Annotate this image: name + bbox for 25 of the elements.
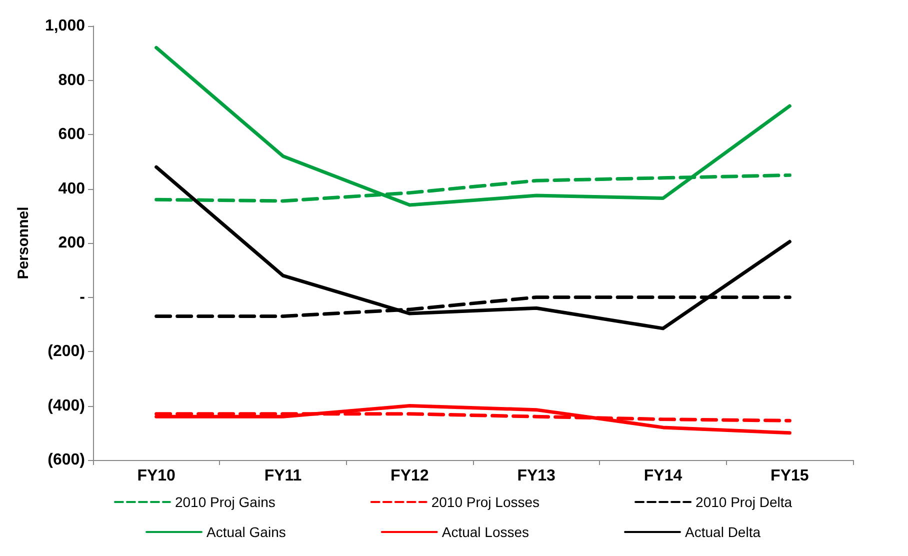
- y-axis-title: Personnel: [15, 206, 32, 280]
- y-tick-label: (600): [48, 452, 85, 468]
- y-tick-label: 600: [58, 126, 86, 143]
- x-tick-label: FY14: [644, 468, 682, 484]
- y-tick-label: 1,000: [44, 18, 86, 34]
- legend-label: 2010 Proj Gains: [174, 494, 276, 510]
- line-series: [154, 46, 792, 207]
- x-tick-label: FY12: [390, 468, 429, 484]
- y-tick-label: -: [80, 288, 85, 306]
- legend-label: Actual Losses: [442, 524, 530, 540]
- y-tick-label: 400: [58, 180, 86, 198]
- line-series: [154, 404, 792, 435]
- y-tick-label: 800: [58, 72, 86, 89]
- legend-label: Actual Gains: [206, 524, 286, 540]
- x-tick-label: FY11: [264, 468, 302, 484]
- y-tick-label: (400): [48, 397, 85, 414]
- legend-label: Actual Delta: [685, 524, 761, 540]
- line-series: [154, 165, 792, 330]
- x-tick-label: FY15: [770, 468, 809, 484]
- x-tick-label: FY10: [137, 468, 176, 484]
- legend-label: 2010 Proj Losses: [431, 494, 540, 510]
- y-tick-label: (200): [48, 343, 85, 360]
- y-tick-label: 200: [58, 234, 86, 252]
- legend-label: 2010 Proj Delta: [696, 494, 792, 510]
- x-tick-label: FY13: [517, 468, 556, 484]
